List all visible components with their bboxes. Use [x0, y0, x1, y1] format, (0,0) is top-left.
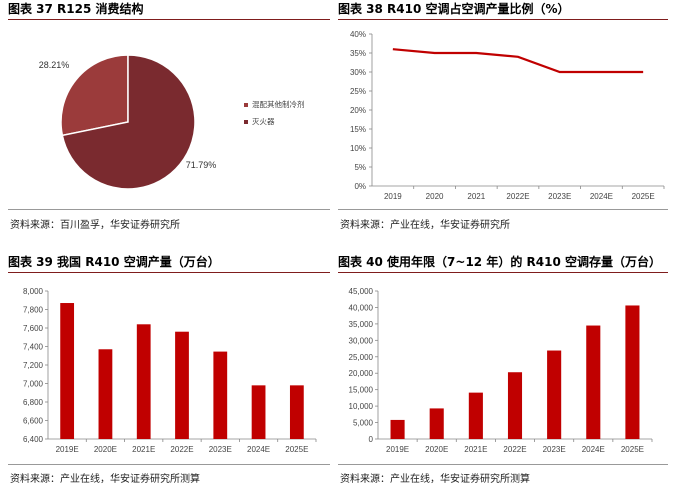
- x-tick-label: 2020E: [94, 445, 117, 454]
- figure-title: 图表 38 R410 空调占空调产量比例（%）: [338, 2, 570, 16]
- bar: [390, 419, 405, 439]
- pie-slice: [61, 54, 196, 190]
- line-chart: 0% 5% 10% 15% 20% 25% 30% 35% 40% 2019 2020 2021 202…: [350, 30, 665, 201]
- x-tick-label: 2025E: [285, 445, 308, 454]
- y-tick-label: 6,600: [23, 417, 44, 426]
- pie-slice: [60, 54, 129, 137]
- bar: [547, 350, 562, 439]
- y-tick-label: 0: [369, 435, 374, 444]
- figure-37: 图表 37 R125 消费结构 28.21% 71.79% 混配其他制冷剂 灭火器 资…: [8, 0, 330, 240]
- x-tick-label: 2019: [384, 192, 402, 201]
- bar-chart: 0 5,000 10,000 15,000 20,000 25,000 30,000 35,0…: [349, 287, 653, 454]
- y-tick-label: 7,000: [23, 380, 44, 389]
- bar: [586, 325, 601, 439]
- data-series-line: [392, 48, 644, 74]
- x-tick-label: 2022E: [170, 445, 193, 454]
- source-divider: [8, 464, 330, 465]
- data-label: 71.79%: [186, 160, 217, 170]
- x-tick-label: 2025E: [621, 445, 644, 454]
- legend-label: 灭火器: [252, 117, 275, 126]
- source-divider: [338, 209, 668, 210]
- bar: [98, 349, 113, 439]
- figure-38: 图表 38 R410 空调占空调产量比例（%） 0% 5% 10% 15% 20% 25%…: [338, 0, 668, 240]
- y-tick-label: 40,000: [349, 303, 374, 312]
- y-tick-label: 20%: [350, 106, 366, 115]
- y-tick-label: 10,000: [349, 402, 374, 411]
- title-divider: [338, 19, 668, 20]
- source-note: 资料来源：百川盈孚，华安证券研究所: [10, 220, 180, 231]
- y-tick-label: 15,000: [349, 386, 374, 395]
- figure-title: 图表 37 R125 消费结构: [8, 2, 144, 16]
- x-tick-label: 2023E: [543, 445, 566, 454]
- y-tick-label: 40%: [350, 30, 366, 39]
- x-tick-label: 2024E: [590, 192, 613, 201]
- bar: [213, 351, 228, 439]
- source-note: 资料来源：产业在线，华安证券研究所测算: [340, 474, 530, 485]
- x-tick-label: 2024E: [582, 445, 605, 454]
- legend-label: 混配其他制冷剂: [252, 99, 305, 109]
- x-tick-label: 2020: [426, 192, 444, 201]
- y-tick-label: 35,000: [349, 320, 374, 329]
- x-tick-label: 2023E: [209, 445, 232, 454]
- y-tick-label: 7,200: [23, 361, 44, 370]
- x-tick-label: 2019E: [386, 445, 409, 454]
- data-label: 28.21%: [39, 60, 70, 70]
- x-tick-label: 2021E: [132, 445, 155, 454]
- y-tick-label: 0%: [354, 182, 366, 191]
- bar: [468, 392, 483, 439]
- figure-40: 图表 40 使用年限（7~12 年）的 R410 空调存量（万台） 0 5,000…: [338, 253, 668, 491]
- bar: [429, 408, 444, 439]
- bar: [60, 303, 75, 439]
- y-tick-label: 6,400: [23, 435, 44, 444]
- y-tick-label: 8,000: [23, 287, 44, 296]
- y-tick-label: 30,000: [349, 336, 374, 345]
- x-tick-label: 2022E: [506, 192, 529, 201]
- bar: [507, 372, 523, 439]
- source-note: 资料来源：产业在线，华安证券研究所: [340, 220, 510, 231]
- x-tick-label: 2022E: [503, 445, 526, 454]
- y-tick-label: 45,000: [349, 287, 374, 296]
- y-tick-label: 7,400: [23, 343, 44, 352]
- y-tick-label: 6,800: [23, 398, 44, 407]
- x-tick-label: 2021: [467, 192, 485, 201]
- y-tick-label: 25,000: [349, 353, 374, 362]
- bar: [625, 305, 640, 439]
- bar: [251, 385, 266, 439]
- y-tick-label: 7,600: [23, 324, 44, 333]
- title-divider: [338, 272, 668, 273]
- y-tick-label: 25%: [350, 87, 366, 96]
- y-tick-label: 5,000: [353, 419, 374, 428]
- x-tick-label: 2019E: [56, 445, 79, 454]
- y-tick-label: 10%: [350, 144, 366, 153]
- title-divider: [8, 272, 330, 273]
- y-tick-label: 35%: [350, 49, 366, 58]
- figure-title: 图表 39 我国 R410 空调产量（万台）: [8, 255, 220, 269]
- bar: [289, 385, 304, 439]
- bar-chart: 6,400 6,600 6,800 7,000 7,200 7,400 7,600 7,800…: [23, 287, 317, 454]
- legend-swatch: [244, 120, 248, 124]
- x-tick-label: 2020E: [425, 445, 448, 454]
- legend-swatch: [244, 103, 248, 107]
- title-divider: [8, 19, 330, 20]
- y-tick-label: 5%: [354, 163, 366, 172]
- figure-39: 图表 39 我国 R410 空调产量（万台） 6,400 6,600 6,800 7,…: [8, 253, 330, 491]
- y-tick-label: 30%: [350, 68, 366, 77]
- source-divider: [8, 209, 330, 210]
- bar: [175, 331, 189, 439]
- y-tick-label: 20,000: [349, 369, 374, 378]
- x-tick-label: 2021E: [464, 445, 487, 454]
- source-divider: [338, 464, 668, 465]
- source-note: 资料来源：产业在线，华安证券研究所测算: [10, 474, 200, 485]
- bar: [136, 324, 151, 439]
- y-tick-label: 7,800: [23, 306, 44, 315]
- x-tick-label: 2025E: [632, 192, 655, 201]
- y-tick-label: 15%: [350, 125, 366, 134]
- figure-title: 图表 40 使用年限（7~12 年）的 R410 空调存量（万台）: [338, 255, 661, 269]
- x-tick-label: 2023E: [548, 192, 571, 201]
- x-tick-label: 2024E: [247, 445, 270, 454]
